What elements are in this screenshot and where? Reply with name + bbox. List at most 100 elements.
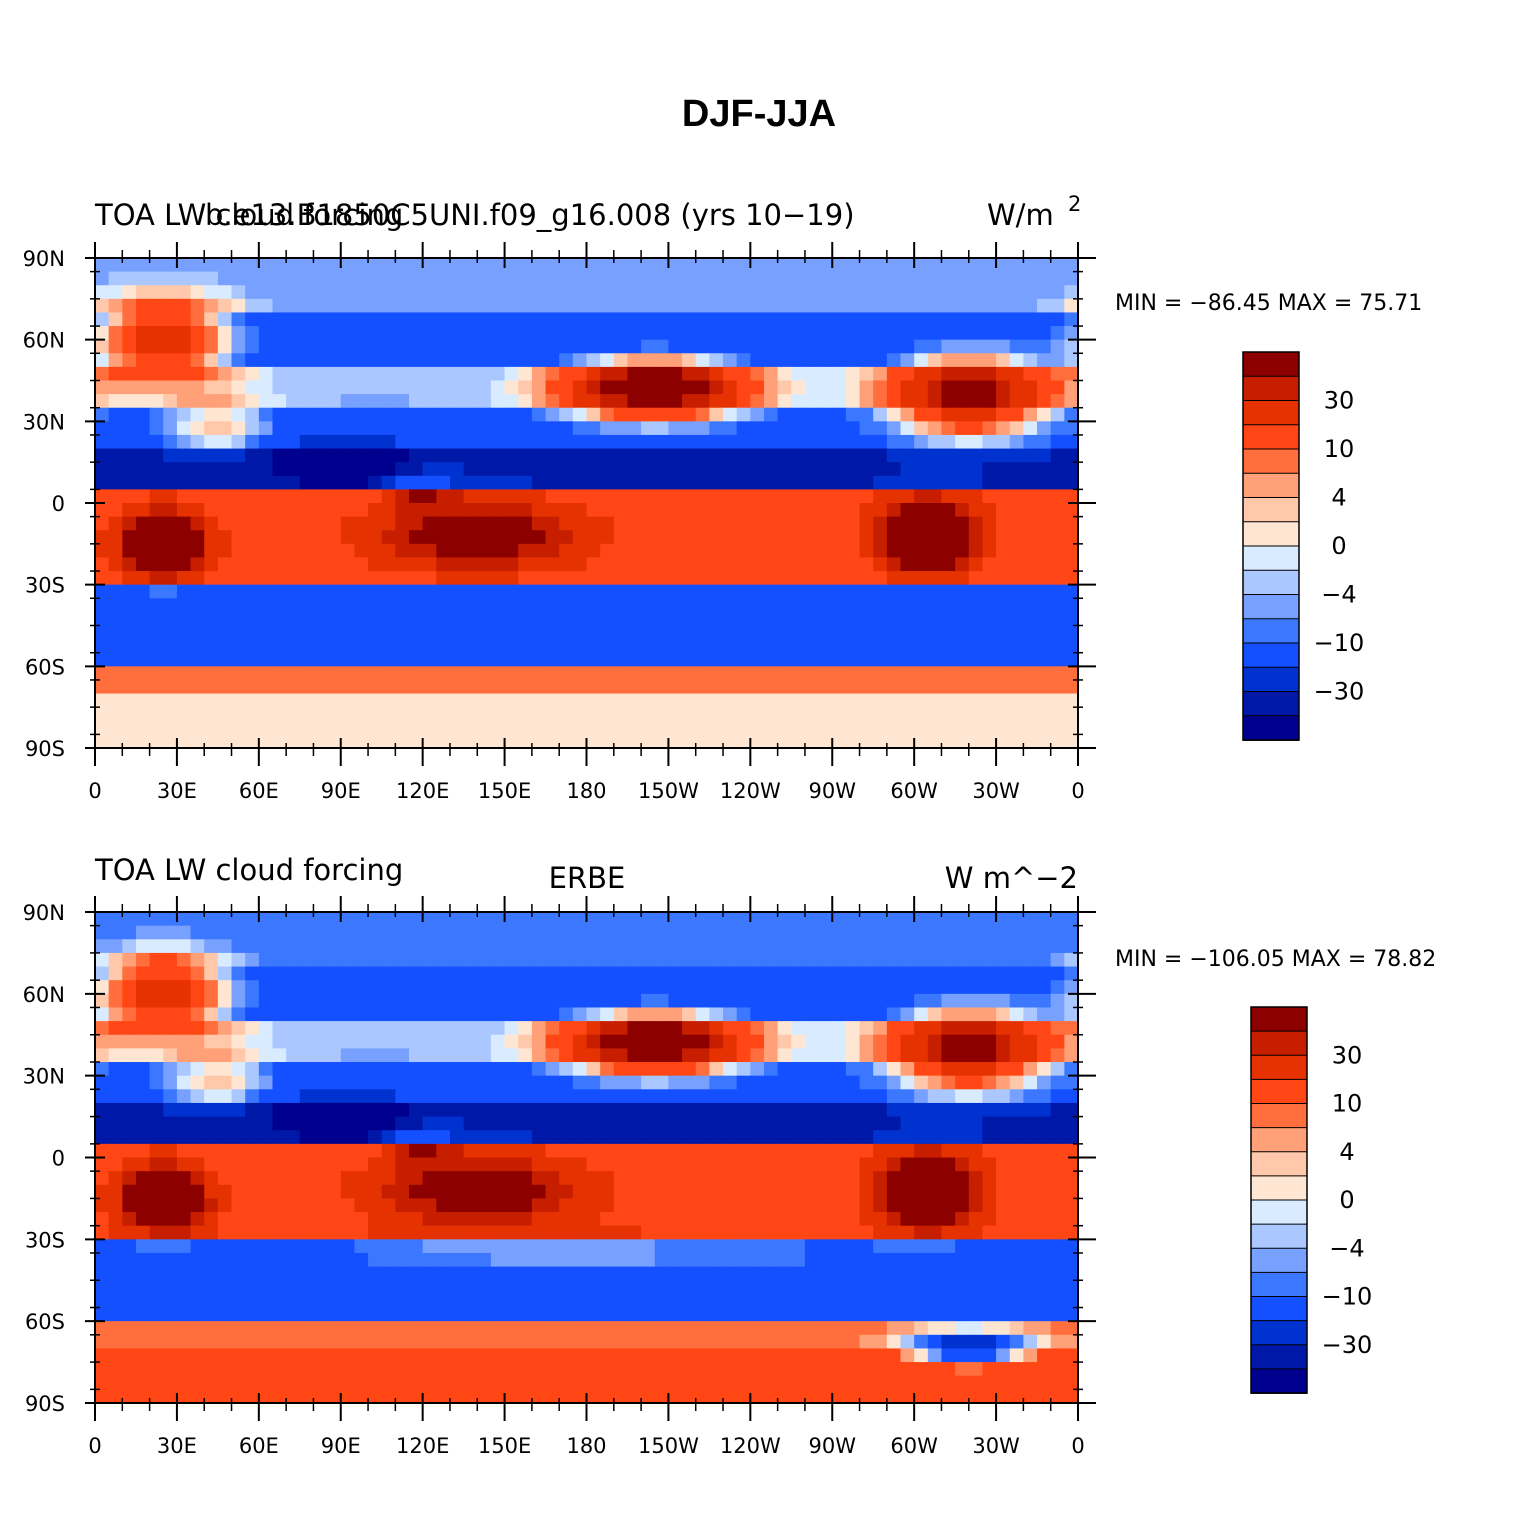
heatmap-cell: [900, 734, 915, 749]
heatmap-cell: [859, 707, 874, 722]
heatmap-cell: [531, 258, 547, 273]
heatmap-cell: [1009, 1143, 1024, 1159]
heatmap-cell: [968, 720, 984, 735]
heatmap-cell: [845, 1198, 861, 1213]
heatmap-cell: [1037, 693, 1052, 708]
heatmap-cell: [804, 584, 820, 599]
heatmap-cell: [409, 516, 424, 531]
heatmap-cell: [627, 557, 642, 572]
heatmap-cell: [777, 1307, 792, 1322]
heatmap-cell: [900, 666, 915, 681]
heatmap-cell: [258, 1021, 274, 1036]
heatmap-cell: [641, 271, 656, 286]
heatmap-cell: [996, 530, 1011, 545]
heatmap-cell: [176, 1212, 192, 1227]
heatmap-cell: [422, 1239, 437, 1254]
heatmap-cell: [832, 1062, 847, 1077]
heatmap-cell: [395, 1130, 410, 1145]
heatmap-cell: [818, 298, 833, 314]
heatmap-cell: [204, 993, 219, 1009]
heatmap-cell: [327, 1116, 342, 1131]
heatmap-cell: [900, 258, 915, 273]
heatmap-cell: [859, 1225, 874, 1240]
heatmap-cell: [613, 285, 629, 300]
heatmap-cell: [1064, 312, 1079, 327]
heatmap-cell: [231, 639, 246, 654]
heatmap-cell: [736, 1184, 751, 1200]
heatmap-cell: [545, 652, 560, 667]
heatmap-cell: [135, 475, 151, 490]
heatmap-cell: [600, 1212, 615, 1227]
heatmap-cell: [832, 666, 847, 681]
heatmap-cell: [586, 1184, 601, 1200]
heatmap-cell: [395, 571, 410, 586]
heatmap-cell: [436, 1252, 451, 1268]
heatmap-cell: [449, 980, 465, 995]
heatmap-cell: [1064, 1239, 1079, 1254]
heatmap-cell: [272, 966, 287, 981]
heatmap-cell: [149, 312, 164, 327]
heatmap-cell: [682, 693, 697, 708]
heatmap-cell: [804, 434, 820, 450]
heatmap-cell: [586, 489, 601, 504]
heatmap-cell: [723, 1198, 738, 1213]
heatmap-cell: [163, 475, 178, 490]
heatmap-cell: [1009, 394, 1024, 409]
heatmap-cell: [750, 353, 765, 368]
heatmap-cell: [750, 1021, 765, 1036]
heatmap-cell: [982, 1198, 997, 1213]
heatmap-cell: [477, 639, 492, 654]
heatmap-cell: [463, 980, 478, 995]
heatmap-cell: [381, 598, 396, 613]
heatmap-cell: [422, 639, 437, 654]
heatmap-cell: [381, 1184, 396, 1200]
heatmap-cell: [299, 557, 315, 572]
heatmap-cell: [245, 353, 260, 368]
heatmap-cell: [231, 285, 246, 300]
heatmap-cell: [914, 1021, 929, 1036]
heatmap-cell: [272, 421, 287, 436]
heatmap-cell: [95, 625, 110, 640]
heatmap-cell: [395, 489, 410, 504]
heatmap-cell: [422, 734, 437, 749]
heatmap-cell: [955, 912, 970, 927]
heatmap-cell: [941, 326, 956, 341]
heatmap-cell: [1050, 639, 1065, 654]
heatmap-cell: [1064, 326, 1079, 341]
heatmap-cell: [586, 1034, 601, 1049]
heatmap-cell: [449, 966, 465, 981]
heatmap-cell: [409, 939, 424, 954]
heatmap-cell: [627, 693, 642, 708]
heatmap-cell: [108, 707, 123, 722]
heatmap-cell: [422, 421, 437, 436]
heatmap-cell: [982, 598, 997, 613]
heatmap-cell: [927, 652, 943, 667]
heatmap-cell: [941, 462, 956, 477]
heatmap-cell: [286, 1212, 301, 1227]
heatmap-cell: [873, 1157, 888, 1172]
heatmap-cell: [982, 1239, 997, 1254]
heatmap-cell: [586, 952, 601, 968]
heatmap-cell: [395, 952, 410, 968]
heatmap-cell: [245, 679, 260, 695]
heatmap-cell: [190, 394, 205, 409]
heatmap-cell: [422, 557, 437, 572]
heatmap-cell: [299, 598, 315, 613]
heatmap-cell: [286, 993, 301, 1009]
heatmap-cell: [354, 543, 369, 559]
heatmap-cell: [422, 1184, 437, 1200]
heatmap-cell: [559, 407, 574, 422]
heatmap-cell: [217, 421, 233, 436]
heatmap-cell: [163, 720, 178, 735]
heatmap-cell: [941, 339, 956, 354]
heatmap-cell: [1064, 625, 1079, 640]
colorbar-frame: [1242, 351, 1300, 741]
heatmap-cell: [654, 571, 670, 586]
heatmap-cell: [354, 666, 369, 681]
heatmap-cell: [176, 571, 192, 586]
heatmap-cell: [286, 557, 301, 572]
heatmap-cell: [886, 912, 902, 927]
heatmap-cell: [941, 407, 956, 422]
heatmap-cell: [886, 1021, 902, 1036]
